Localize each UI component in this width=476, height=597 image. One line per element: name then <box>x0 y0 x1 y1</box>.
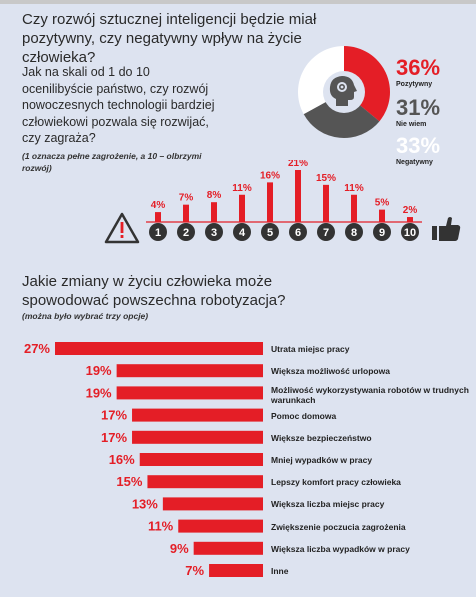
hbar-8 <box>178 519 263 533</box>
stat-positive-pct: 36% <box>396 55 441 80</box>
hbar-category-label: Utrata miejsc pracy <box>271 344 350 354</box>
donut-chart <box>298 46 390 138</box>
stat-negative-label: Negatywny <box>396 159 433 166</box>
scale-tick-label: 9 <box>379 227 385 239</box>
hbar-value-label: 15% <box>116 474 142 489</box>
scale-tick-label: 1 <box>155 227 161 239</box>
scale-tick-label: 10 <box>404 227 416 239</box>
hbar-value-label: 7% <box>185 563 204 578</box>
scale-tick-label: 5 <box>267 227 273 239</box>
warning-icon <box>104 212 140 244</box>
thumbs-up-icon <box>432 217 461 241</box>
scale-bar-6 <box>295 170 301 222</box>
scale-bar-chart: 4% 1 7% 2 8% 3 11% 4 16% 5 21% 6 15% 7 11% 8 5% 9 2% 10 <box>104 160 461 244</box>
hbar-0 <box>55 342 263 355</box>
scale-tick-label: 6 <box>295 227 301 239</box>
scale-bar-4 <box>239 194 245 222</box>
hbar-6 <box>147 475 263 489</box>
scale-value-label: 11% <box>344 183 364 194</box>
hbar-category-label: Inne <box>271 566 289 576</box>
hbar-1 <box>116 364 263 378</box>
hbar-category-label: Większa możliwość urlopowa <box>271 366 390 377</box>
scale-tick-circle <box>317 223 335 241</box>
scale-tick-circle <box>177 223 195 241</box>
scale-tick-circle <box>289 223 307 241</box>
scale-value-label: 21% <box>288 160 308 169</box>
hbar-category-label: Lepszy komfort pracy człowieka <box>271 477 401 488</box>
hbar-category-label: Większe bezpieczeństwo <box>271 432 372 443</box>
scale-tick-label: 3 <box>211 227 217 239</box>
scale-value-label: 11% <box>232 183 252 194</box>
scale-bar-5 <box>267 182 273 222</box>
scale-value-label: 8% <box>207 190 222 201</box>
hbar-category-label: Większa liczba wypadków w pracy <box>271 543 410 554</box>
hbar-5 <box>139 453 263 466</box>
robotization-bar-chart: 27% 19% 19% 17% 17% 16% 15% 13% 11% 9% 7% <box>24 341 263 578</box>
hbar-3 <box>132 408 263 422</box>
scale-value-label: 4% <box>151 200 166 211</box>
scale-tick-label: 7 <box>323 227 329 239</box>
scale-tick-circle <box>261 223 279 241</box>
hbar-value-label: 19% <box>86 385 112 400</box>
scale-tick-label: 4 <box>239 227 246 239</box>
scale-bar-3 <box>211 202 217 222</box>
section-note: (można było wybrać trzy opcje) <box>22 311 149 321</box>
hbar-value-label: 11% <box>148 519 174 534</box>
hbar-value-label: 17% <box>101 430 127 445</box>
scale-tick-circle <box>233 223 251 241</box>
scale-note: (1 oznacza pełne zagrożenie, a 10 – olbr… <box>22 151 202 173</box>
top-divider <box>0 0 476 4</box>
hbar-value-label: 19% <box>86 363 112 378</box>
donut-segment-1 <box>303 92 380 138</box>
scale-tick-circle <box>373 223 391 241</box>
scale-bar-2 <box>183 204 189 222</box>
hbar-4 <box>132 430 263 444</box>
hbar-value-label: 13% <box>132 496 158 511</box>
stat-positive: 36% Pozytywny <box>396 56 440 89</box>
hbar-category-label: Większa liczba miejsc pracy <box>271 499 385 510</box>
hbar-category-label: Zwiększenie poczucia zagrożenia <box>271 521 406 532</box>
hbar-category-label: Pomoc domowa <box>271 410 337 421</box>
scale-tick-label: 8 <box>351 227 357 239</box>
stat-unknown-label: Nie wiem <box>396 121 427 128</box>
stat-unknown-pct: 31% <box>396 95 441 120</box>
hbar-2 <box>116 386 263 400</box>
hbar-value-label: 17% <box>101 408 127 423</box>
head-gears-icon <box>329 76 357 106</box>
page-title: Czy rozwój sztucznej inteligencji będzie… <box>22 11 317 66</box>
scale-bar-9 <box>379 209 385 222</box>
stat-negative-pct: 33% <box>396 133 441 158</box>
stat-unknown: 31% Nie wiem <box>396 96 440 129</box>
scale-bar-10 <box>407 217 413 222</box>
hbar-7 <box>162 497 263 511</box>
hbar-category-label: Możliwość wykorzystywania robotów w trud… <box>271 385 469 406</box>
hbar-value-label: 16% <box>109 452 135 467</box>
scale-tick-label: 2 <box>183 227 189 239</box>
hbar-9 <box>193 541 263 555</box>
hbar-category-label: Mniej wypadków w pracy <box>271 455 373 465</box>
scale-bar-8 <box>351 194 357 222</box>
scale-value-label: 16% <box>260 170 280 181</box>
donut-segment-0 <box>344 46 390 122</box>
scale-tick-circle <box>401 223 419 241</box>
hbar-value-label: 27% <box>24 341 50 356</box>
scale-bar-1 <box>155 212 161 222</box>
section-title: Jakie zmiany w życiu człowieka może spow… <box>22 273 286 309</box>
scale-value-label: 2% <box>403 205 418 216</box>
scale-value-label: 5% <box>375 198 390 209</box>
stat-negative: 33% Negatywny <box>396 134 440 167</box>
hbar-10 <box>209 564 263 577</box>
scale-tick-circle <box>149 223 167 241</box>
stat-positive-label: Pozytywny <box>396 81 433 88</box>
survey-question: Jak na skali od 1 do 10 ocenilibyście pa… <box>22 65 215 145</box>
scale-value-label: 7% <box>179 193 194 204</box>
scale-tick-circle <box>345 223 363 241</box>
hbar-value-label: 9% <box>170 541 189 556</box>
scale-value-label: 15% <box>316 173 336 184</box>
scale-tick-circle <box>205 223 223 241</box>
scale-bar-7 <box>323 184 329 222</box>
